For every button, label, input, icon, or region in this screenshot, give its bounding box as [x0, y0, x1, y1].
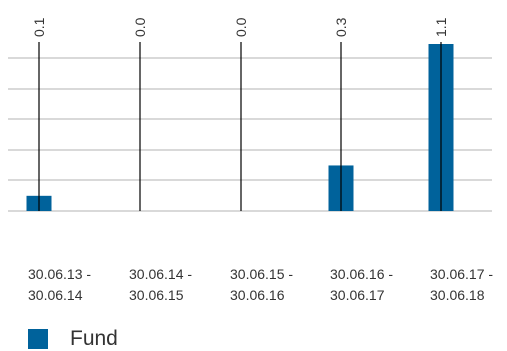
data-label: 0.1	[31, 17, 47, 37]
label-leader-lines	[38, 42, 442, 211]
x-tick-label: 30.06.15 - 30.06.16	[230, 266, 293, 303]
grid-lines	[8, 57, 492, 212]
data-label: 0.0	[233, 17, 249, 37]
x-tick-label-line: 30.06.18	[430, 287, 485, 303]
x-tick-label-line: 30.06.16 -	[330, 266, 393, 282]
x-tick-label: 30.06.17 - 30.06.18	[430, 266, 493, 303]
data-labels: 0.1 0.0 0.0 0.3 1.1	[31, 17, 449, 37]
x-tick-label-line: 30.06.17 -	[430, 266, 493, 282]
legend-swatch-fund	[28, 329, 48, 349]
bars	[26, 44, 454, 211]
data-label: 0.3	[333, 17, 349, 37]
x-tick-label-line: 30.06.16	[230, 287, 285, 303]
x-tick-label-line: 30.06.13 -	[28, 266, 91, 282]
x-tick-label: 30.06.14 - 30.06.15	[129, 266, 192, 303]
data-label: 1.1	[433, 17, 449, 37]
x-tick-label-line: 30.06.15 -	[230, 266, 293, 282]
legend: Fund	[28, 327, 118, 350]
legend-label-fund: Fund	[70, 327, 118, 350]
data-label: 0.0	[132, 17, 148, 37]
x-tick-label-line: 30.06.17	[330, 287, 385, 303]
x-tick-label-line: 30.06.14 -	[129, 266, 192, 282]
x-tick-label-line: 30.06.15	[129, 287, 184, 303]
x-tick-label: 30.06.16 - 30.06.17	[330, 266, 393, 303]
x-tick-label: 30.06.13 - 30.06.14	[28, 266, 91, 303]
x-tick-label-line: 30.06.14	[28, 287, 83, 303]
